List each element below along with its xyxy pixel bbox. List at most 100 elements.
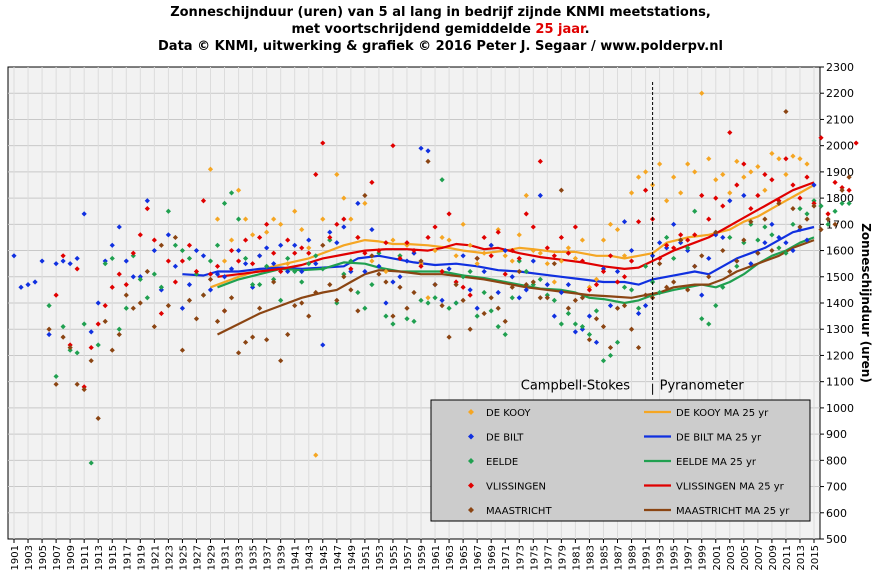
data-point — [376, 247, 382, 254]
data-point — [214, 242, 221, 248]
data-point — [818, 135, 824, 141]
title-line-1: Zonneschijnduur (uren) van 5 al lang in … — [170, 5, 711, 20]
data-point — [439, 268, 445, 275]
data-point — [727, 234, 733, 241]
data-point — [432, 224, 438, 230]
data-point — [165, 208, 171, 214]
data-point — [537, 192, 543, 199]
x-tick-label: 1951 — [361, 545, 372, 570]
data-point — [81, 321, 87, 327]
data-point — [544, 245, 550, 251]
data-point — [369, 258, 375, 264]
data-point — [418, 145, 424, 151]
data-point — [299, 226, 305, 233]
data-point — [67, 261, 73, 267]
data-point — [46, 326, 52, 332]
data-point — [439, 234, 445, 241]
data-point — [523, 287, 529, 293]
data-point — [88, 329, 94, 335]
data-point — [130, 274, 136, 280]
data-point — [741, 237, 747, 243]
data-point — [832, 221, 838, 227]
data-point — [671, 279, 677, 285]
data-point — [628, 258, 635, 264]
data-point — [404, 305, 410, 311]
data-point — [116, 331, 122, 338]
data-point — [313, 452, 319, 458]
data-point — [657, 161, 663, 167]
data-point — [144, 198, 150, 204]
data-point — [839, 187, 845, 193]
data-point — [748, 219, 754, 225]
data-point — [530, 282, 536, 288]
data-point — [376, 271, 382, 277]
data-point — [186, 242, 193, 248]
data-point — [502, 318, 508, 324]
data-point — [46, 331, 52, 338]
data-point — [804, 216, 810, 222]
x-tick-label: 1917 — [122, 545, 133, 570]
data-point — [502, 247, 508, 254]
data-point — [678, 232, 684, 238]
data-point — [621, 253, 628, 259]
data-point — [530, 279, 536, 285]
x-axis: 1901 1903 1905 1907 1909 1911 1913 1915 1917 1919… — [10, 539, 821, 570]
data-point — [579, 237, 586, 243]
data-point — [264, 263, 270, 269]
legend-marker — [468, 433, 474, 440]
data-point — [102, 261, 108, 267]
data-point — [586, 284, 593, 290]
x-tick-label: 1913 — [94, 545, 105, 570]
data-point — [88, 460, 94, 466]
data-point — [116, 224, 122, 230]
data-point — [446, 211, 452, 217]
x-tick-label: 1923 — [164, 545, 175, 570]
data-point — [81, 386, 87, 393]
data-point — [509, 284, 515, 290]
data-points — [11, 90, 859, 466]
data-point — [418, 263, 424, 269]
data-point — [614, 279, 621, 285]
data-point — [81, 211, 87, 217]
data-point — [221, 258, 228, 264]
x-tick-label: 1903 — [24, 545, 35, 570]
data-point — [109, 347, 115, 353]
data-point — [460, 284, 466, 290]
data-point — [811, 203, 817, 209]
data-point — [741, 192, 747, 199]
data-point — [635, 174, 642, 180]
data-point — [271, 279, 277, 285]
data-point — [649, 253, 656, 259]
y-tick-label: 1100 — [826, 376, 854, 389]
data-point — [713, 232, 719, 238]
data-point — [839, 185, 845, 191]
data-point — [832, 208, 838, 214]
data-point — [537, 295, 543, 301]
data-point — [467, 326, 473, 332]
data-point — [664, 234, 670, 241]
y-tick-label: 1000 — [826, 402, 854, 415]
data-point — [186, 255, 193, 262]
data-point — [790, 221, 796, 227]
x-tick-label: 1967 — [473, 545, 484, 570]
data-point — [706, 321, 712, 327]
data-point — [74, 381, 80, 387]
data-point — [460, 297, 466, 303]
data-point — [734, 263, 740, 269]
data-point — [727, 129, 733, 136]
data-point — [607, 221, 614, 227]
data-point — [734, 258, 740, 264]
data-point — [446, 334, 452, 340]
data-point — [516, 295, 522, 301]
legend-marker — [468, 458, 474, 464]
data-point — [685, 287, 691, 293]
data-point — [320, 242, 326, 248]
data-point — [446, 237, 452, 243]
data-point — [523, 211, 529, 217]
legend-label: DE BILT — [486, 433, 524, 444]
data-point — [544, 261, 550, 267]
data-point — [797, 224, 803, 230]
data-point — [439, 303, 445, 309]
data-point — [264, 221, 270, 227]
title-line-2: met voortschrijdend gemiddelde 25 jaar. — [0, 21, 881, 38]
